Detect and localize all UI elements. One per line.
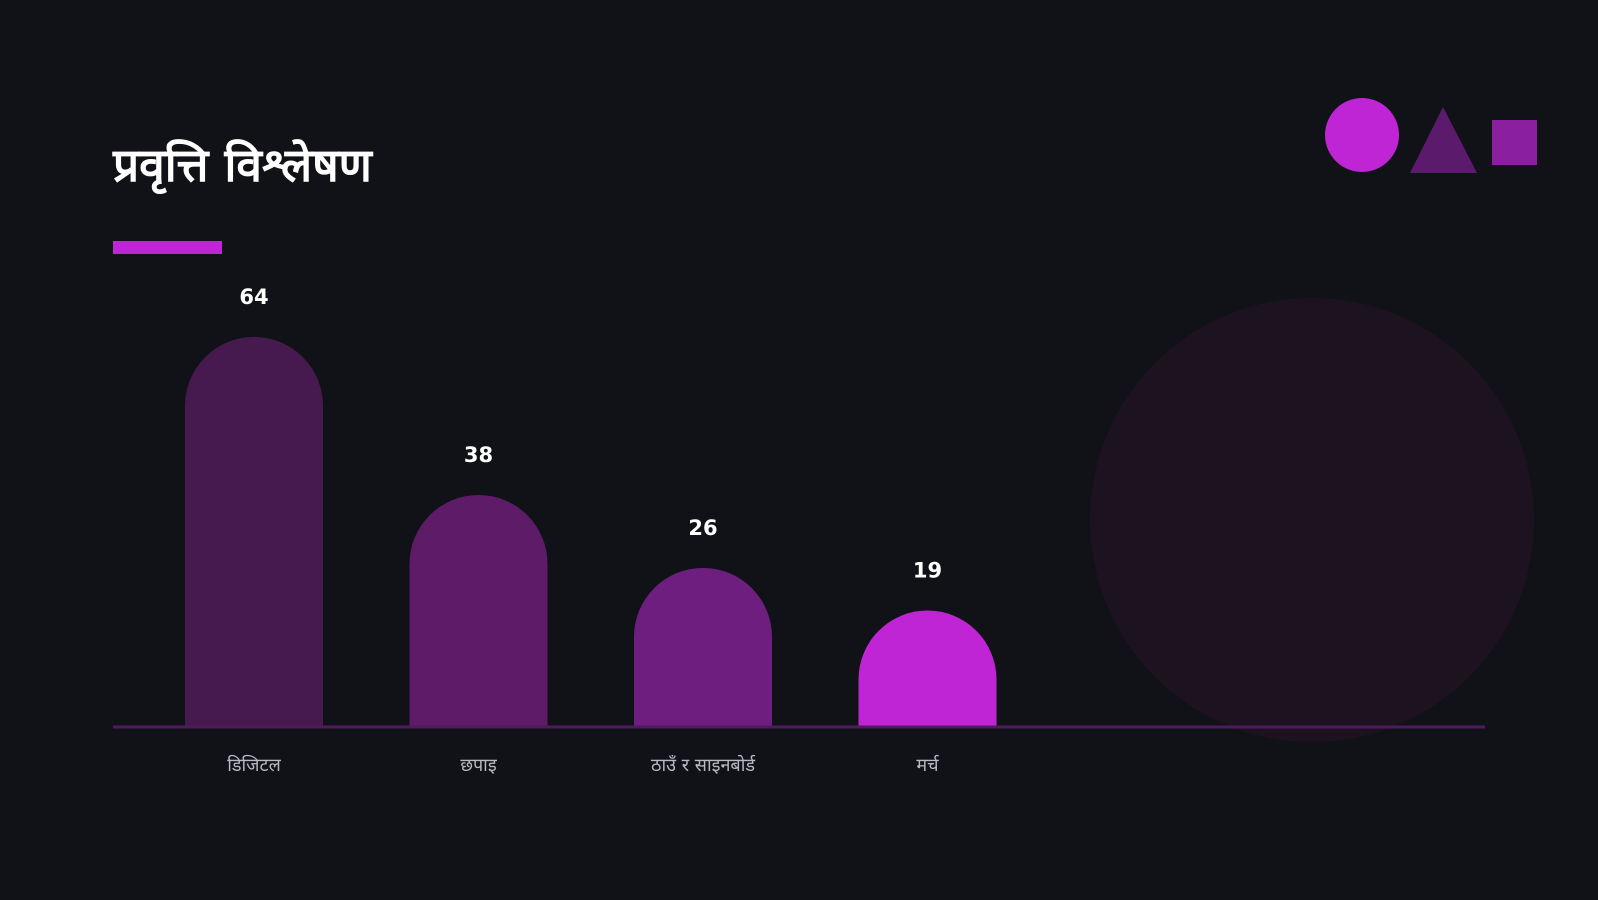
data-label-1: 64: [239, 285, 268, 309]
data-label-2: 38: [464, 443, 493, 467]
title-accent-bar: [113, 241, 222, 254]
page-title: प्रवृत्ति विश्लेषण: [113, 138, 372, 192]
bar-1: [185, 336, 323, 726]
data-label-4: 19: [913, 558, 942, 582]
category-label-3: ठाउँ र साइनबोर्ड: [651, 754, 756, 776]
square-shape-icon: [1492, 120, 1537, 165]
bar-2: [409, 494, 548, 726]
category-label-2: छपाइ: [460, 755, 498, 776]
labels-layer: 64 डिजिटल 38 छपाइ 26 ठाउँ र साइनबोर्ड 19 मर्च: [227, 285, 942, 776]
bar-3: [634, 567, 772, 726]
category-label-1: डिजिटल: [227, 754, 281, 776]
triangle-shape-icon: [1410, 107, 1477, 173]
circle-shape-icon: [1325, 98, 1399, 172]
decorative-background-circle: [1090, 298, 1534, 742]
category-label-4: मर्च: [916, 754, 939, 776]
bar-4: [858, 610, 997, 726]
data-label-3: 26: [688, 516, 717, 540]
bars-layer: [185, 336, 997, 726]
